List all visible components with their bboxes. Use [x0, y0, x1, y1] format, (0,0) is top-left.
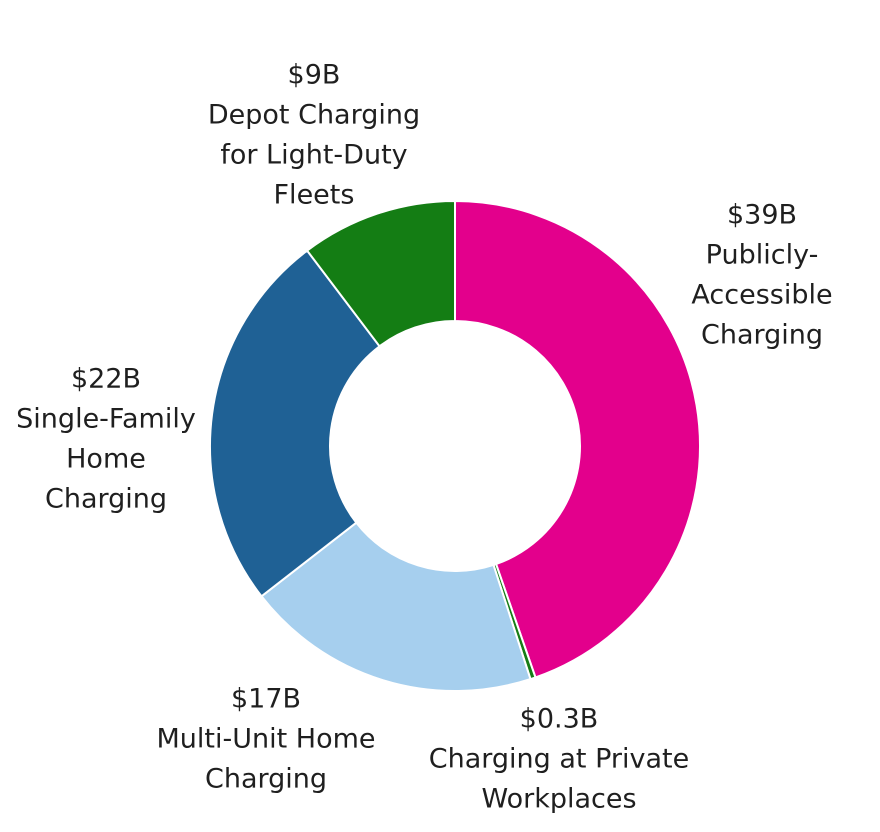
slice-value-label: $0.3B	[520, 704, 599, 735]
slice-publicly-accessible-charging	[454, 199, 701, 679]
label-charging-at-private-workplaces: $0.3B Charging at Private Workplaces	[429, 704, 689, 815]
slice-category-label: Accessible	[691, 280, 832, 311]
slice-category-label: Depot Charging	[208, 100, 420, 131]
slice-category-label: Charging	[45, 484, 167, 515]
slice-depot-charging-for-light-duty-fleets	[305, 199, 456, 348]
slice-category-label: Publicly-	[706, 240, 819, 271]
slice-multi-unit-home-charging	[260, 521, 532, 692]
label-depot-charging-for-light-duty-fleets: $9B Depot Charging for Light-Duty Fleets	[208, 60, 420, 211]
slice-category-label: Charging	[701, 320, 823, 351]
slice-category-label: Fleets	[274, 180, 355, 211]
slice-category-label: Charging	[205, 764, 327, 795]
slice-category-label: Workplaces	[481, 784, 636, 815]
label-multi-unit-home-charging: $17B Multi-Unit Home Charging	[156, 684, 375, 795]
slice-value-label: $17B	[231, 684, 301, 715]
slice-category-label: Charging at Private	[429, 744, 689, 775]
slice-value-label: $39B	[727, 200, 797, 231]
slices-layer	[209, 199, 701, 692]
label-single-family-home-charging: $22B Single-Family Home Charging	[16, 364, 196, 515]
slice-category-label: for Light-Duty	[220, 140, 407, 171]
slice-category-label: Home	[66, 444, 146, 475]
slice-category-label: Multi-Unit Home	[156, 724, 375, 755]
labels-layer: $39B Publicly- Accessible Charging $0.3B Char…	[16, 60, 832, 815]
slice-value-label: $9B	[288, 60, 341, 91]
slice-single-family-home-charging	[209, 249, 381, 598]
slice-category-label: Single-Family	[16, 404, 196, 435]
label-publicly-accessible-charging: $39B Publicly- Accessible Charging	[691, 200, 832, 351]
slice-value-label: $22B	[71, 364, 141, 395]
